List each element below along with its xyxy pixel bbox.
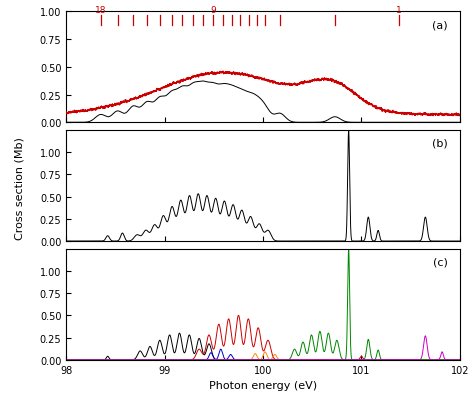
Text: 9: 9 <box>210 5 216 14</box>
Text: (b): (b) <box>432 139 448 148</box>
Text: (c): (c) <box>433 257 448 267</box>
X-axis label: Photon energy (eV): Photon energy (eV) <box>209 380 317 390</box>
Text: 18: 18 <box>95 5 107 14</box>
Text: Cross section (Mb): Cross section (Mb) <box>14 137 24 239</box>
Text: (a): (a) <box>432 20 448 30</box>
Text: 1: 1 <box>396 5 401 14</box>
